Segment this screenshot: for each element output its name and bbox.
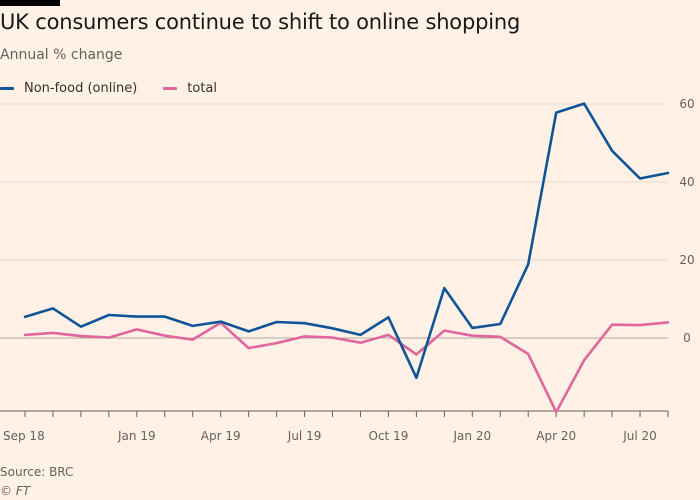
legend-item-non-food-online: Non-food (online) — [0, 81, 137, 96]
chart-title: UK consumers continue to shift to online… — [0, 10, 521, 34]
y-tick-label-40: 40 — [679, 175, 694, 189]
x-tick-label-jan-19: Jan 19 — [117, 429, 156, 443]
x-tick-label-apr-20: Apr 20 — [536, 429, 576, 443]
y-tick-label-60: 60 — [679, 97, 694, 111]
chart-subtitle: Annual % change — [0, 47, 123, 63]
x-tick-label-jul-20: Jul 20 — [622, 429, 657, 443]
x-tick-label-sep-18: Sep 18 — [3, 429, 45, 443]
legend-label-total: total — [187, 80, 218, 96]
copyright-note: © FT — [0, 484, 31, 498]
legend-swatch-total — [163, 86, 178, 90]
x-tick-label-apr-19: Apr 19 — [201, 429, 241, 443]
series-line-non-food-online — [23, 102, 670, 380]
x-tick-label-jan-20: Jan 20 — [453, 429, 492, 443]
x-tick-label-jul-19: Jul 19 — [287, 429, 322, 443]
source-note: Source: BRC — [0, 465, 74, 479]
y-tick-label-20: 20 — [679, 253, 694, 267]
series-line-total — [23, 321, 670, 414]
legend-item-total: total — [163, 81, 217, 96]
x-tick-label-oct-19: Oct 19 — [369, 429, 409, 443]
legend-label-non-food-online: Non-food (online) — [24, 80, 138, 96]
legend: Non-food (online) total — [0, 79, 243, 97]
brand-bar — [0, 0, 60, 6]
legend-swatch-non-food-online — [0, 86, 14, 90]
y-tick-label-0: 0 — [683, 331, 691, 345]
